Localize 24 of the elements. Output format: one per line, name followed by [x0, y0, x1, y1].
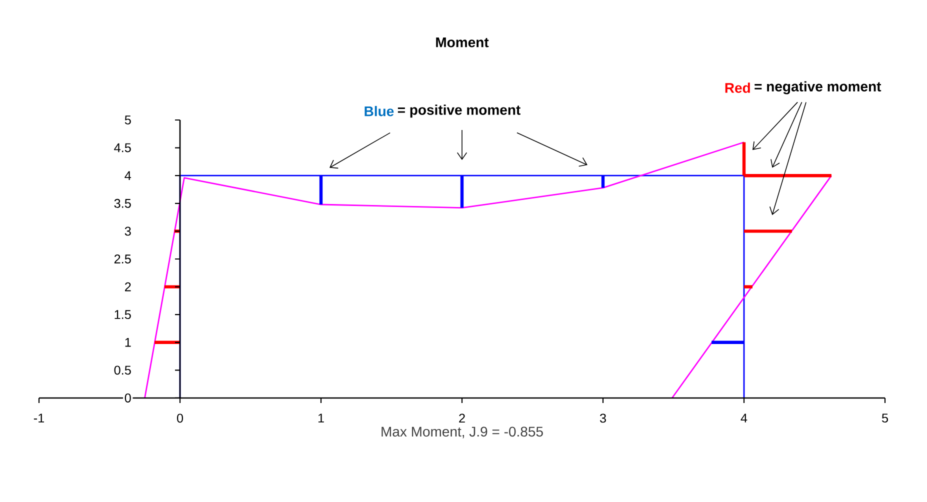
x-tick-label: 0 [176, 414, 184, 423]
text: Blue [364, 106, 394, 116]
y-tick-label: 0 [124, 394, 131, 402]
text: Red [725, 82, 750, 93]
x-tick-label: 1 [318, 414, 324, 422]
y-tick-label: 1 [125, 338, 131, 347]
y-tick-label: 5 [124, 116, 131, 124]
x-axis-title: Max Moment, J.9 = -0.855 [382, 426, 543, 438]
y-tick-label: 2 [124, 282, 131, 292]
y-tick-label: 2.5 [114, 254, 131, 264]
x-tick-label: 3 [600, 414, 606, 423]
y-tick-label: 0.5 [114, 366, 131, 375]
x-tick-label: 2 [459, 414, 465, 423]
x-tick-label: 4 [740, 414, 748, 422]
y-tick-label: 3 [124, 226, 131, 236]
y-tick-label: 3.5 [114, 198, 131, 208]
text: = negative moment [754, 81, 882, 94]
text: = positive moment [398, 104, 520, 118]
y-tick-label: 1.5 [114, 310, 131, 320]
x-tick-label: -1 [34, 414, 44, 422]
x-tick-label: 5 [882, 414, 888, 423]
y-tick-label: 4 [124, 171, 132, 180]
chart-title: Moment [436, 38, 489, 48]
y-tick-label: 4.5 [114, 143, 131, 152]
